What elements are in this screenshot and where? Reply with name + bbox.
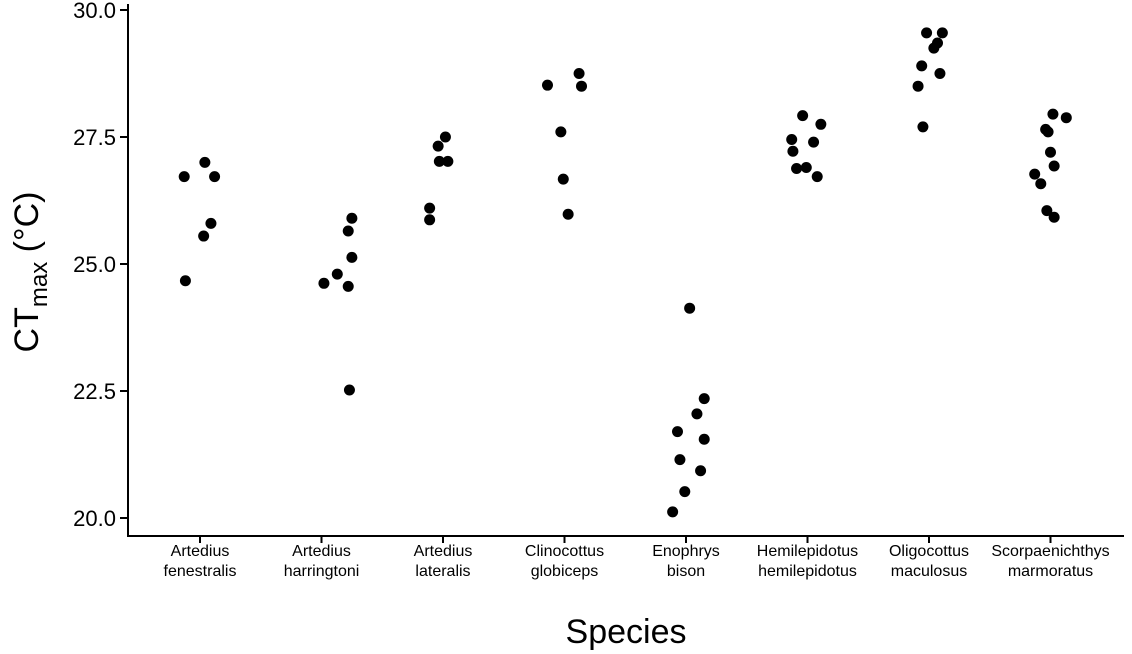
data-point <box>921 27 933 39</box>
data-point <box>573 68 585 79</box>
axes <box>127 4 1124 537</box>
y-axis-title-main: CT <box>8 307 46 352</box>
data-point <box>912 80 924 92</box>
data-point <box>342 280 354 292</box>
data-point <box>343 384 355 396</box>
x-tick-label: Artedius lateralis <box>414 543 473 580</box>
y-tick-label: 20.0 <box>73 506 116 531</box>
data-point <box>787 145 799 157</box>
data-point <box>432 140 444 152</box>
y-tick-label: 25.0 <box>73 252 116 277</box>
data-point <box>555 126 567 138</box>
data-point <box>1060 112 1072 124</box>
y-axis-ticks: 20.0 22.5 25.0 27.5 30.0 <box>73 0 128 531</box>
data-point <box>424 214 436 226</box>
data-point <box>1029 168 1041 180</box>
data-point <box>342 225 354 237</box>
y-tick-label: 27.5 <box>73 125 116 150</box>
data-point <box>928 42 940 54</box>
x-tick-label: Clinocottus globiceps <box>525 543 604 580</box>
data-point <box>346 251 358 263</box>
y-tick-label: 30.0 <box>73 0 116 23</box>
data-point <box>178 171 190 183</box>
data-point <box>576 80 588 92</box>
data-point <box>934 68 946 79</box>
data-point <box>811 171 823 183</box>
data-point <box>695 465 707 477</box>
x-tick-label: Enophrys bison <box>652 543 720 580</box>
data-point <box>198 230 210 242</box>
x-tick-label: Scorpaenichthys marmoratus <box>991 543 1109 580</box>
data-point <box>205 217 217 229</box>
data-points <box>178 27 1072 518</box>
data-point <box>674 454 686 466</box>
data-point <box>800 161 812 173</box>
data-point <box>679 486 691 498</box>
data-point <box>199 156 211 168</box>
data-point <box>424 202 436 214</box>
data-point <box>786 134 798 146</box>
x-tick-label: Hemilepidotus hemilepidotus <box>757 543 858 580</box>
y-axis-title-suffix: (°C) <box>8 192 46 262</box>
data-point <box>815 118 827 130</box>
data-point <box>1035 178 1047 190</box>
data-point <box>667 506 679 518</box>
y-axis-title-subscript: max <box>26 262 53 307</box>
data-point <box>541 79 553 91</box>
data-point <box>671 426 683 438</box>
data-point <box>439 131 451 143</box>
data-point <box>433 155 445 167</box>
y-tick-label: 22.5 <box>73 379 116 404</box>
x-tick-label: Artedius fenestralis <box>164 543 237 580</box>
data-point <box>209 171 221 183</box>
x-tick-label: Artedius harringtoni <box>284 543 360 580</box>
data-point <box>698 433 710 445</box>
data-point <box>331 268 343 280</box>
data-point <box>791 162 803 174</box>
data-point <box>916 60 928 72</box>
x-axis-title: Species <box>566 613 687 651</box>
data-point <box>1042 126 1054 138</box>
data-point <box>691 408 703 420</box>
data-point <box>1045 146 1056 158</box>
data-point <box>797 110 809 122</box>
data-point <box>1048 211 1060 223</box>
data-point <box>557 173 569 185</box>
data-point <box>1048 160 1060 172</box>
data-point <box>318 277 330 289</box>
data-point <box>808 136 820 148</box>
x-tick-label: Oligocottus maculosus <box>889 543 969 580</box>
data-point <box>684 302 696 314</box>
data-point <box>442 155 454 167</box>
data-point <box>1047 108 1059 120</box>
data-point <box>179 275 191 287</box>
data-point <box>346 212 358 224</box>
y-axis-title: CTmax (°C) <box>8 192 53 353</box>
data-point <box>917 121 929 133</box>
x-axis-ticks: Artedius fenestralis Artedius harringtoni Ar… <box>164 536 1110 580</box>
data-point <box>1041 205 1053 217</box>
data-point <box>562 208 574 220</box>
data-point <box>698 393 710 405</box>
data-point <box>936 27 948 39</box>
